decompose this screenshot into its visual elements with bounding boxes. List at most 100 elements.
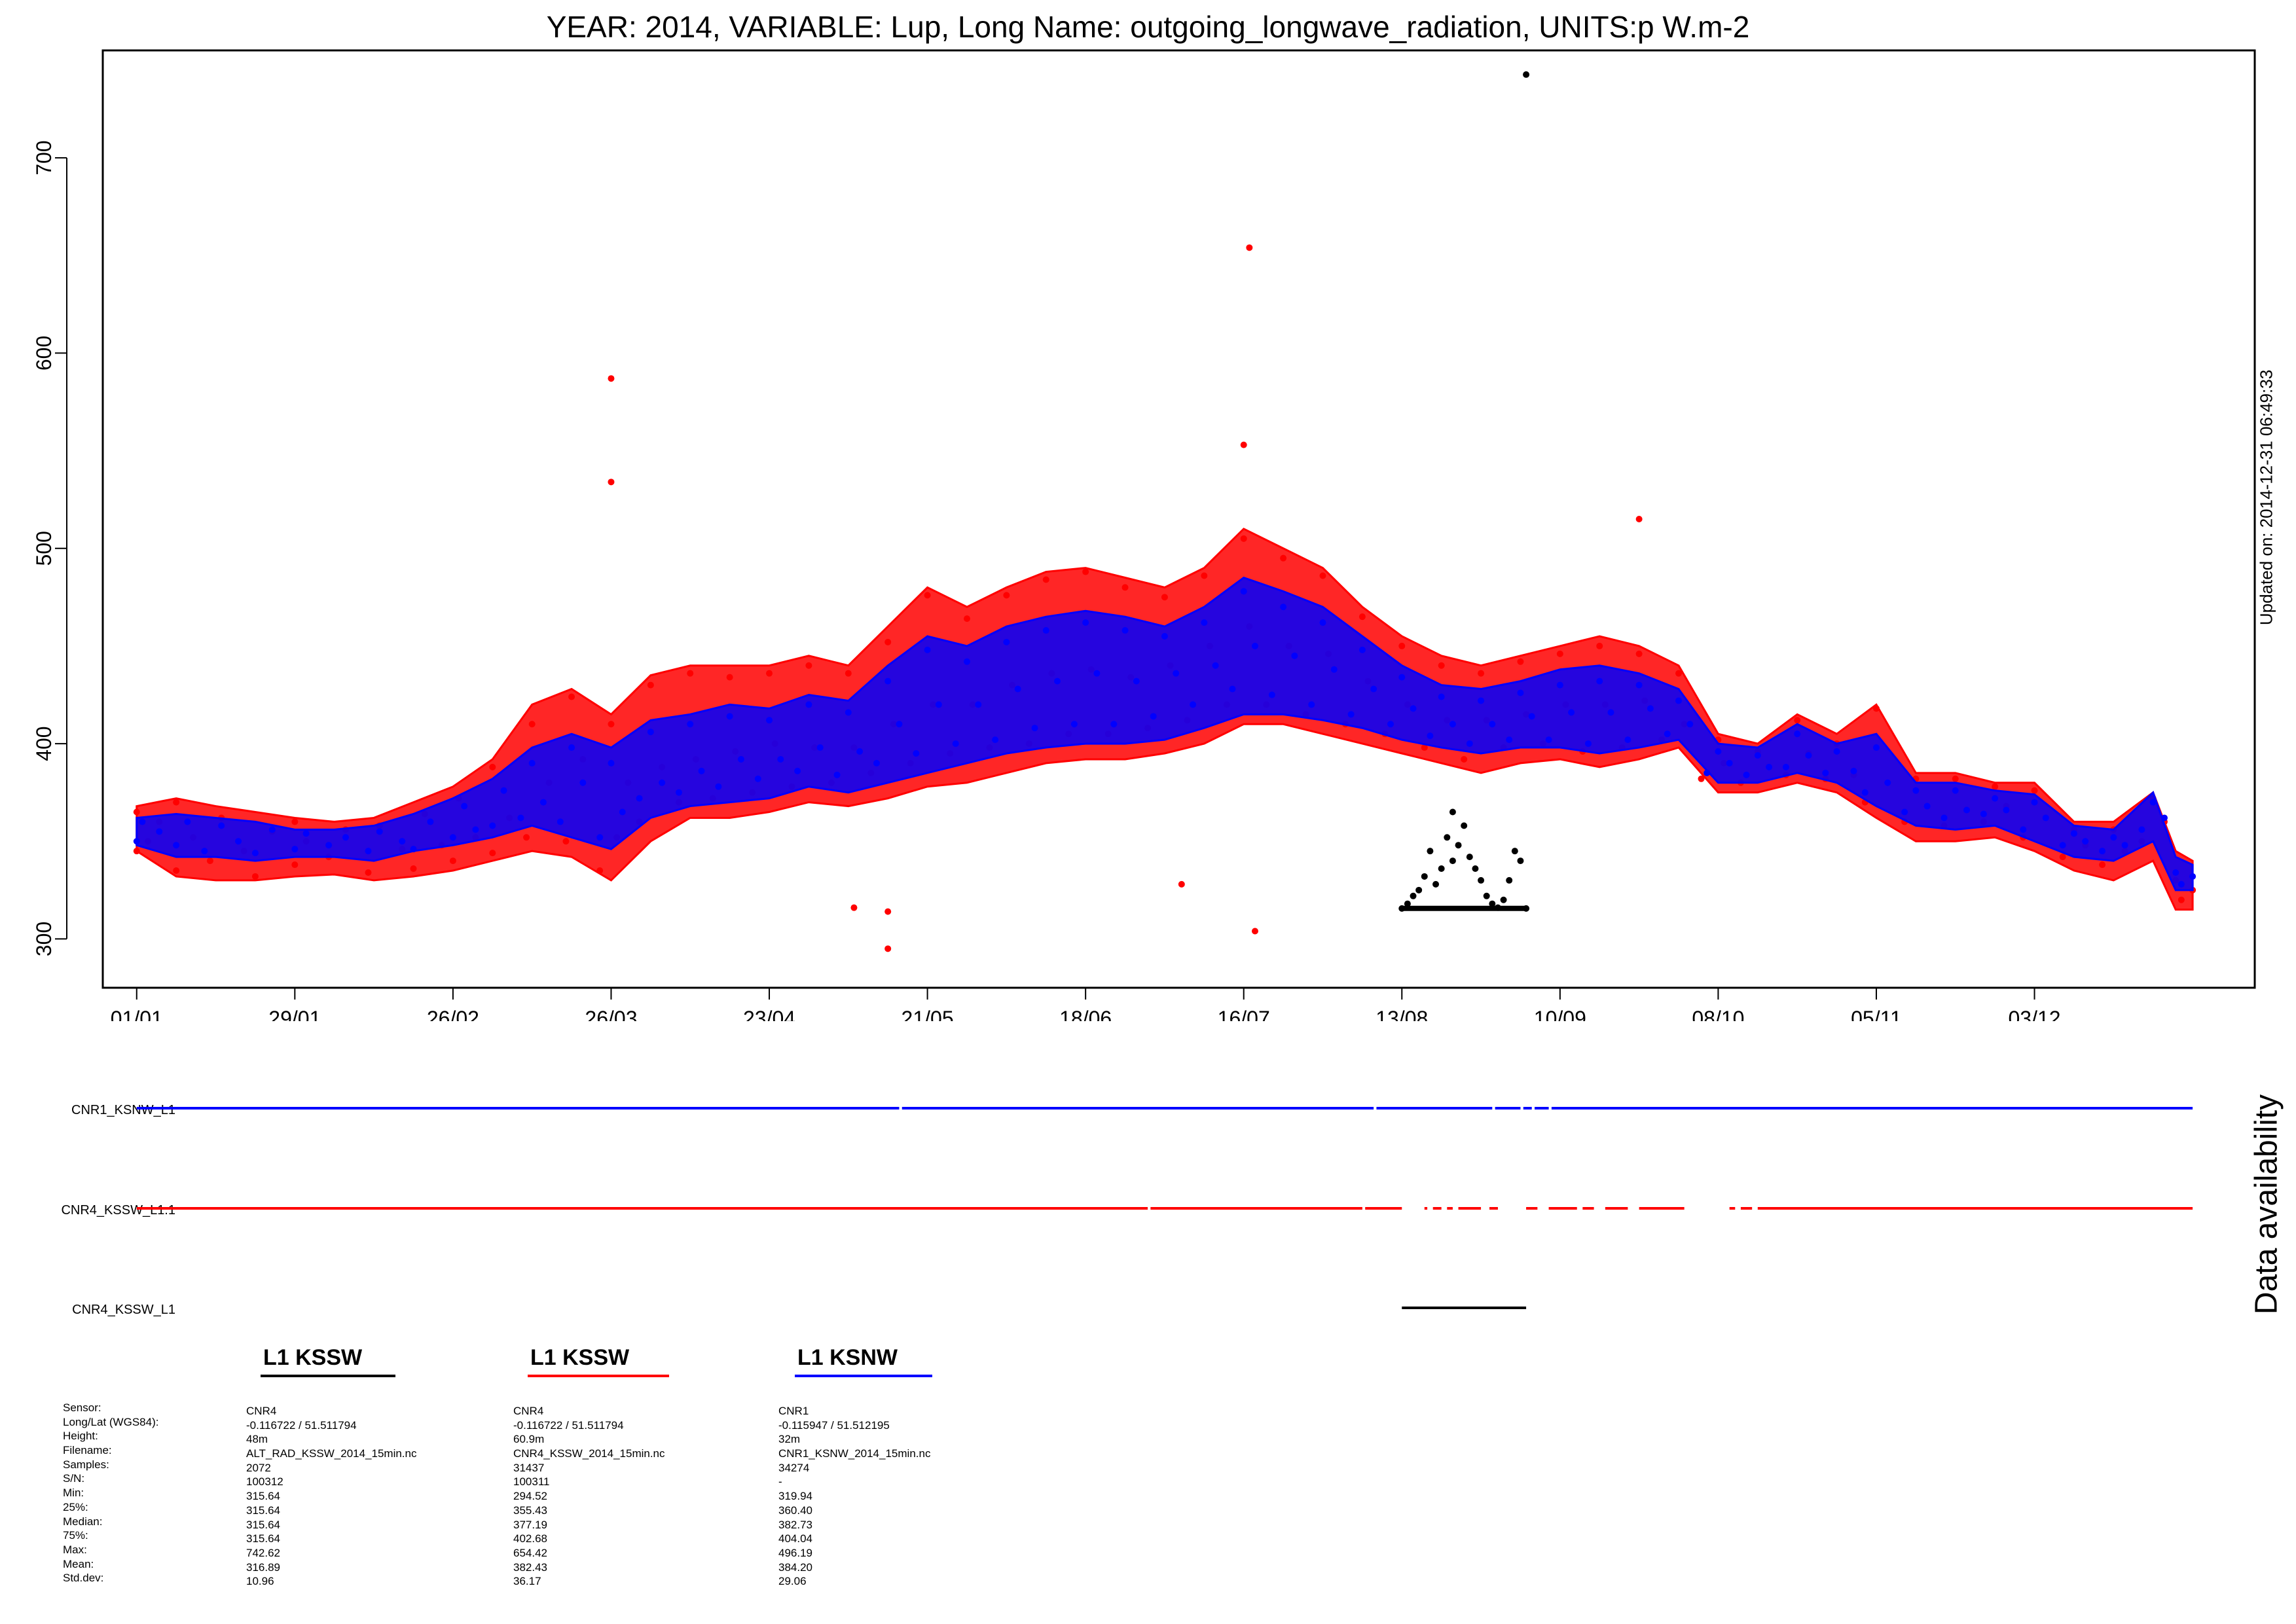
data-point bbox=[715, 783, 722, 790]
data-point bbox=[410, 846, 417, 853]
data-point bbox=[2059, 854, 2066, 861]
data-point bbox=[461, 803, 468, 810]
data-point bbox=[1161, 633, 1168, 640]
data-point bbox=[235, 838, 242, 845]
data-point bbox=[365, 869, 372, 876]
data-point bbox=[1410, 892, 1417, 899]
stats-label: Filename: bbox=[63, 1444, 112, 1457]
data-point bbox=[1161, 594, 1168, 601]
data-point bbox=[2070, 830, 2077, 837]
data-point bbox=[1082, 568, 1089, 575]
data-point bbox=[2138, 826, 2145, 833]
data-point bbox=[489, 763, 496, 770]
data-point bbox=[1715, 748, 1722, 755]
outlier-point bbox=[884, 908, 892, 915]
data-point bbox=[659, 779, 666, 786]
data-point bbox=[726, 674, 733, 681]
data-point bbox=[1556, 650, 1563, 657]
outlier-point bbox=[884, 945, 892, 952]
data-point bbox=[726, 713, 733, 720]
data-point bbox=[1506, 736, 1513, 744]
data-point bbox=[133, 838, 140, 845]
data-point bbox=[1330, 666, 1338, 673]
page-title: YEAR: 2014, VARIABLE: Lup, Long Name: ou… bbox=[546, 10, 1750, 44]
data-point bbox=[833, 771, 841, 778]
data-point bbox=[1358, 613, 1366, 621]
data-point bbox=[291, 818, 299, 825]
data-point bbox=[251, 850, 259, 857]
data-point bbox=[805, 701, 812, 708]
data-point bbox=[1794, 731, 1801, 738]
stats-value: 36.17 bbox=[513, 1575, 541, 1588]
data-point bbox=[291, 861, 299, 869]
data-point bbox=[449, 834, 456, 841]
data-point bbox=[754, 775, 761, 782]
stats-value: 355.43 bbox=[513, 1504, 547, 1517]
data-point bbox=[619, 808, 626, 816]
data-point bbox=[201, 848, 208, 855]
stats-value: 315.64 bbox=[246, 1490, 280, 1503]
data-point bbox=[528, 721, 536, 728]
data-point bbox=[1923, 803, 1931, 810]
stats-value: 60.9m bbox=[513, 1433, 545, 1446]
data-point bbox=[1596, 677, 1603, 685]
data-point bbox=[845, 670, 852, 677]
stats-value: 31437 bbox=[513, 1461, 545, 1474]
data-point bbox=[1517, 857, 1524, 865]
data-point bbox=[1449, 857, 1456, 865]
data-point bbox=[1500, 896, 1507, 903]
data-point bbox=[1415, 886, 1423, 893]
data-point bbox=[698, 767, 705, 774]
data-point bbox=[1358, 646, 1366, 653]
data-point bbox=[173, 867, 180, 874]
stats-value: -0.116722 / 51.511794 bbox=[246, 1418, 357, 1432]
data-point bbox=[1528, 713, 1535, 720]
data-point bbox=[884, 677, 892, 685]
data-point bbox=[1347, 711, 1355, 718]
data-point bbox=[399, 838, 406, 845]
data-point bbox=[913, 750, 920, 757]
data-point bbox=[1483, 892, 1490, 899]
data-point bbox=[1449, 721, 1456, 728]
data-point bbox=[517, 814, 524, 821]
data-point bbox=[1698, 775, 1705, 782]
data-point bbox=[873, 759, 880, 767]
availability-title: Data availability bbox=[2249, 1094, 2284, 1315]
data-point bbox=[1150, 713, 1157, 720]
data-point bbox=[1201, 619, 1208, 626]
data-point bbox=[935, 701, 942, 708]
data-point bbox=[556, 818, 564, 825]
stats-values-2: CNR4 -0.116722 / 51.511794 60.9m CNR4_KSSW_… bbox=[513, 1404, 665, 1589]
data-point bbox=[1726, 759, 1733, 767]
x-tick-date: 03/12 bbox=[2008, 1007, 2060, 1021]
data-point bbox=[1494, 904, 1501, 911]
data-point bbox=[568, 744, 575, 751]
data-point bbox=[1872, 705, 1880, 712]
series-band-CNR1_KSNW_L1 bbox=[136, 576, 2194, 892]
data-point bbox=[1438, 693, 1445, 700]
data-point bbox=[647, 729, 654, 736]
outlier-point bbox=[1635, 516, 1643, 522]
data-point bbox=[884, 638, 892, 645]
stats-value: 315.64 bbox=[246, 1532, 280, 1545]
data-point bbox=[924, 592, 931, 599]
stats-value: CNR1_KSNW_2014_15min.nc bbox=[778, 1447, 931, 1460]
data-point bbox=[1901, 808, 1908, 816]
y-tick-label: 600 bbox=[32, 336, 56, 370]
data-point bbox=[139, 818, 146, 825]
stats-label: 75%: bbox=[63, 1529, 88, 1542]
stats-label: S/N: bbox=[63, 1472, 85, 1485]
plot-frame bbox=[101, 49, 2256, 989]
data-point bbox=[1647, 705, 1654, 712]
data-point bbox=[1082, 619, 1089, 626]
data-point bbox=[1782, 763, 1789, 770]
data-point bbox=[963, 658, 970, 665]
availability-tracks: CNR1_KSNW_L1 CNR4_KSSW_L1.1 CNR4_KSSW_L1 bbox=[61, 1103, 2193, 1317]
data-point bbox=[2082, 838, 2089, 845]
data-point bbox=[1240, 588, 1247, 595]
stats-label: Long/Lat (WGS84): bbox=[63, 1415, 159, 1428]
data-point bbox=[1794, 717, 1801, 724]
stats-label: Max: bbox=[63, 1543, 87, 1556]
data-point bbox=[1398, 905, 1406, 912]
data-point bbox=[636, 795, 643, 802]
